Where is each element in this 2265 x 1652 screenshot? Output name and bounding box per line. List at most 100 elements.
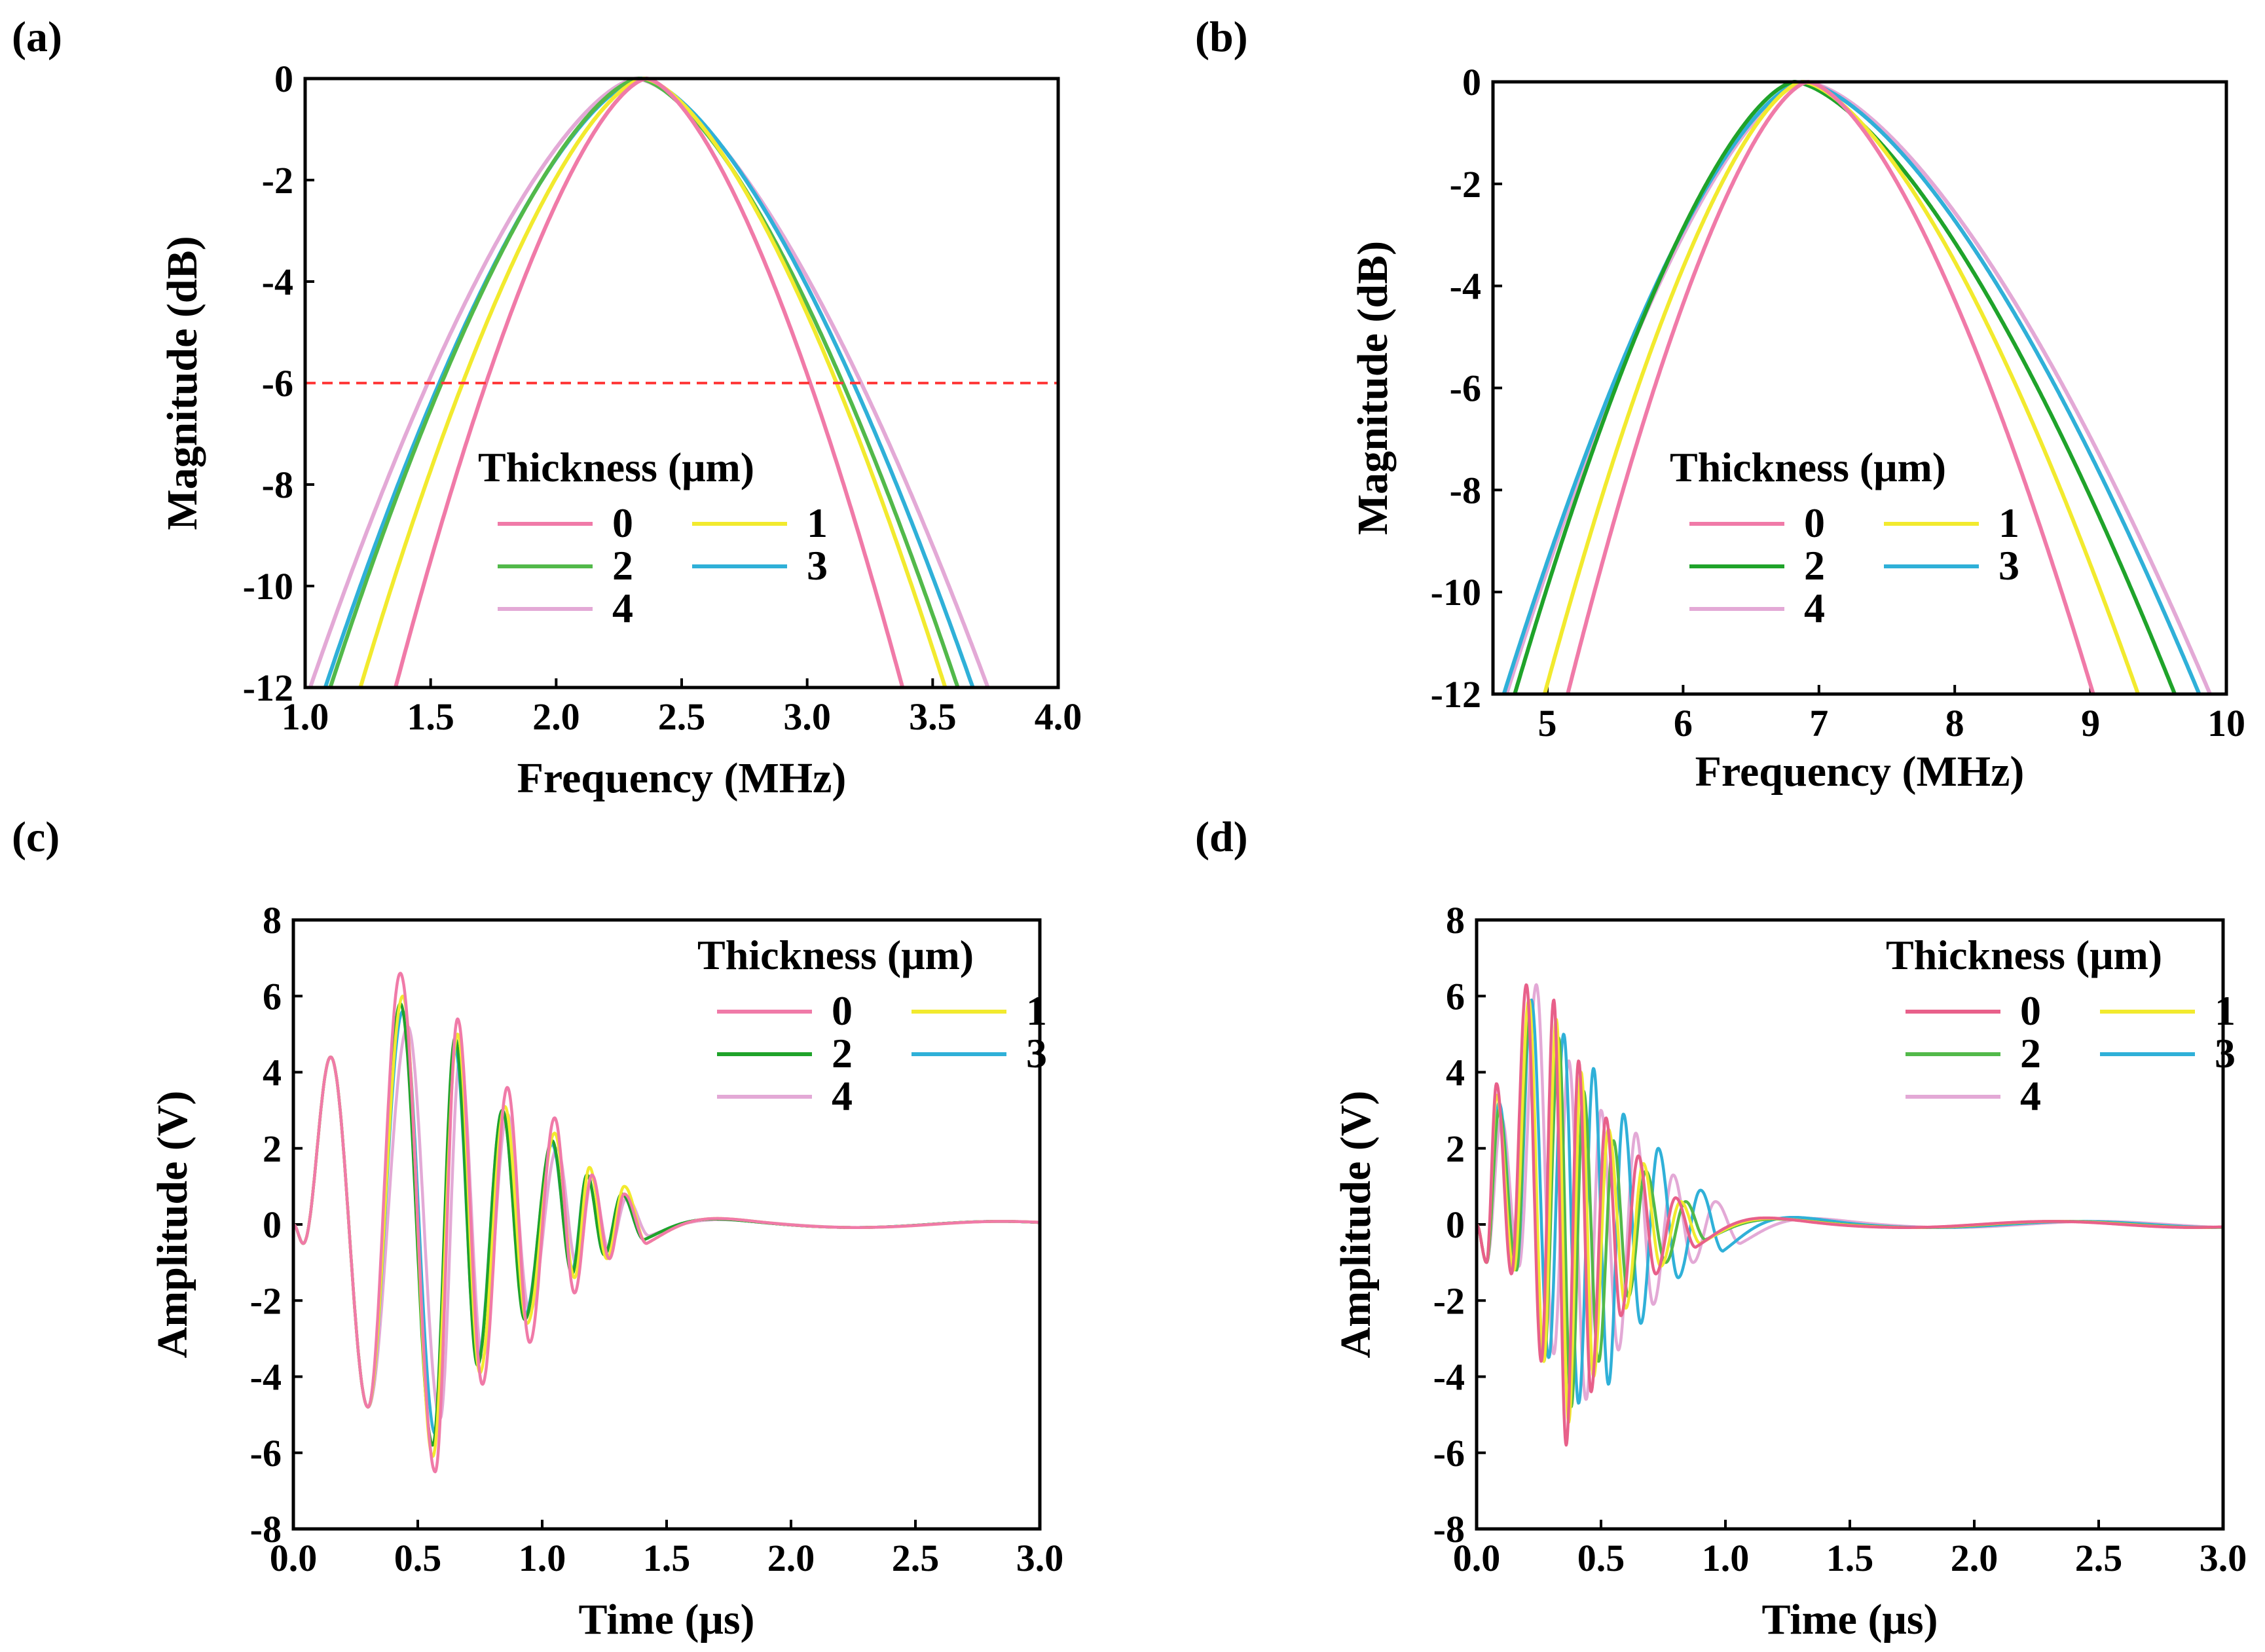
legend-item-4: 4 [498, 585, 633, 631]
legend-item-3: 3 [692, 542, 828, 589]
legend-item-0: 0 [717, 987, 853, 1034]
legend-item-2: 2 [498, 542, 633, 589]
legend-label: 2 [612, 542, 633, 589]
legend-item-1: 1 [1884, 500, 2019, 546]
legend-item-2: 2 [1689, 542, 1825, 589]
legend-label: 1 [807, 500, 828, 546]
series-layer [293, 972, 1040, 1474]
y-tick-label: -8 [1450, 469, 1481, 511]
x-tick-label: 1.0 [1702, 1537, 1750, 1579]
x-tick-label: 3.5 [909, 695, 957, 738]
x-tick-label: 9 [2081, 702, 2100, 744]
x-tick-label: 2.0 [532, 695, 580, 738]
tick-label-layer: 1.0 1.5 2.0 2.5 3.0 3.5 4.0 0 -2 -4 -6 -8 -10 -12 [243, 58, 1082, 738]
y-tick-label: 6 [263, 975, 282, 1018]
y-tick-label: -2 [250, 1279, 282, 1322]
x-tick-label: 10 [2207, 702, 2245, 744]
legend: Thickness (μm) 0 1 2 3 4 [697, 932, 1047, 1119]
legend-item-4: 4 [1689, 585, 1825, 631]
y-tick-label: 0 [274, 58, 293, 100]
y-tick-label: 2 [1446, 1128, 1465, 1170]
x-tick-label: 3.0 [1016, 1537, 1064, 1579]
y-tick-label: -8 [1433, 1508, 1465, 1551]
y-tick-label: -12 [1431, 673, 1481, 716]
legend-item-1: 1 [2100, 987, 2236, 1034]
y-tick-label: -6 [1450, 367, 1481, 410]
legend-title: Thickness (μm) [1886, 932, 2162, 978]
series-layer [1477, 983, 2223, 1447]
y-tick-label: 2 [263, 1128, 282, 1170]
legend-item-3: 3 [912, 1030, 1047, 1076]
x-tick-label: 4.0 [1035, 695, 1082, 738]
y-tick-label: -2 [1450, 163, 1481, 206]
y-tick-label: -4 [1433, 1356, 1465, 1399]
y-tick-label: -6 [1433, 1432, 1465, 1475]
x-tick-label: 2.0 [1951, 1537, 1998, 1579]
legend-title: Thickness (μm) [478, 444, 754, 490]
legend-label: 2 [1804, 542, 1825, 589]
legend: Thickness (μm) 0 1 2 3 4 [1670, 444, 2019, 631]
x-tick-label: 7 [1809, 702, 1828, 744]
series-line-0 [293, 972, 1040, 1474]
legend-label: 4 [1804, 585, 1825, 631]
legend: Thickness (μm) 0 1 2 3 4 [478, 444, 828, 631]
series-line-0 [1566, 80, 2095, 694]
plot-frame [1491, 80, 2228, 696]
legend-label: 1 [2215, 987, 2236, 1034]
x-tick-label: 2.0 [767, 1537, 815, 1579]
x-tick-label: 3.0 [783, 695, 831, 738]
y-tick-label: -4 [1450, 265, 1481, 308]
legend-label: 4 [612, 585, 633, 631]
series-layer [308, 77, 990, 688]
panel-a: (a) 1.0 1.5 2.0 2.5 3.0 3.5 4.0 0 -2 -4 -6 -8 -10 -12… [12, 13, 1082, 802]
legend-label: 4 [2020, 1073, 2041, 1119]
x-tick-label: 5 [1538, 702, 1556, 744]
legend-item-3: 3 [1884, 542, 2019, 589]
legend-label: 0 [832, 987, 853, 1034]
x-axis-title: Frequency (MHz) [517, 754, 847, 802]
y-tick-label: -2 [262, 159, 293, 202]
x-tick-label: 1.5 [643, 1537, 691, 1579]
y-tick-label: 6 [1446, 975, 1465, 1018]
panel-label: (c) [12, 813, 60, 861]
y-tick-label: 4 [1446, 1052, 1465, 1094]
y-tick-label: 8 [1446, 899, 1465, 942]
legend-item-4: 4 [717, 1073, 853, 1119]
x-tick-label: 1.5 [1826, 1537, 1874, 1579]
y-tick-label: 0 [1446, 1203, 1465, 1246]
legend-item-4: 4 [1906, 1073, 2041, 1119]
series-layer [1501, 80, 2213, 694]
y-tick-label: -8 [250, 1508, 282, 1551]
panel-label: (a) [12, 13, 62, 61]
x-tick-label: 3.0 [2200, 1537, 2247, 1579]
legend-label: 1 [1998, 500, 2019, 546]
x-tick-label: 1.0 [282, 695, 329, 738]
legend-label: 3 [2215, 1030, 2236, 1076]
legend-label: 3 [1998, 542, 2019, 589]
plot-frame [1475, 918, 2225, 1531]
series-line-0 [1477, 983, 2223, 1447]
y-tick-label: 8 [263, 899, 282, 942]
panel-label: (d) [1195, 813, 1248, 861]
y-tick-label: -10 [1431, 571, 1481, 614]
legend-item-0: 0 [1689, 500, 1825, 546]
y-tick-label: -4 [262, 261, 293, 303]
legend-item-2: 2 [1906, 1030, 2041, 1076]
legend-item-2: 2 [717, 1030, 853, 1076]
y-tick-label: -6 [250, 1432, 282, 1475]
plot-frame [291, 918, 1042, 1531]
x-axis-title: Time (μs) [579, 1596, 755, 1643]
y-tick-label: 0 [263, 1203, 282, 1246]
legend-title: Thickness (μm) [697, 932, 974, 978]
y-tick-label: -6 [262, 362, 293, 405]
series-line-1 [1542, 80, 2141, 694]
y-axis-title: Amplitude (V) [1332, 1091, 1380, 1359]
y-tick-label: -2 [1433, 1279, 1465, 1322]
x-axis-title: Time (μs) [1762, 1596, 1938, 1643]
x-tick-label: 1.0 [519, 1537, 566, 1579]
y-tick-label: 0 [1462, 61, 1481, 103]
y-axis-title: Magnitude (dB) [158, 236, 206, 530]
